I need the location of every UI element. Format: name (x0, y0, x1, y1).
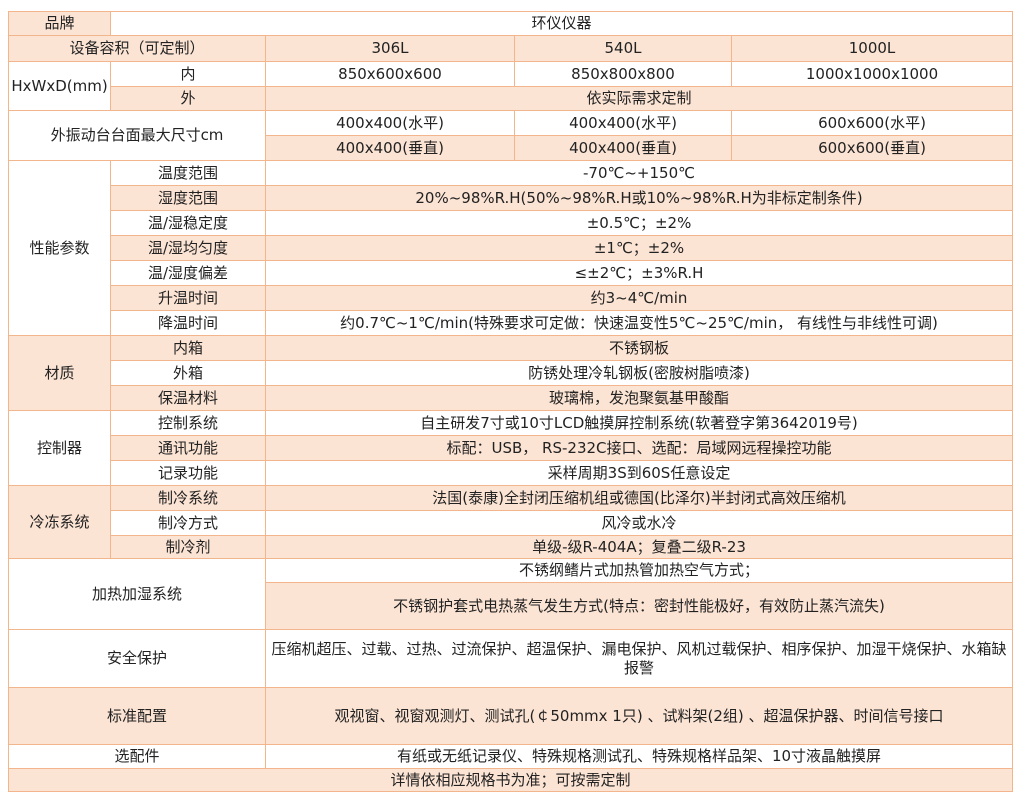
perf-value: 20%~98%R.H(50%~98%R.H或10%~98%R.H为非标定制条件) (264, 185, 1014, 211)
refrig-row-value: 风冷或水冷 (264, 510, 1014, 536)
vib-v-1000: 600x600(垂直) (730, 135, 1014, 161)
vib-h-540: 400x400(水平) (514, 110, 732, 136)
refrigeration-label: 冷冻系统 (8, 485, 111, 559)
standard-label: 标准配置 (8, 687, 266, 745)
perf-label: 湿度范围 (110, 185, 266, 211)
safety-label: 安全保护 (8, 629, 266, 688)
controller-row-label: 控制系统 (110, 410, 266, 436)
spec-table: 品牌 环仪仪器 设备容积（可定制） 306L 540L 1000L HxWxD(… (7, 11, 1014, 792)
controller-label: 控制器 (8, 410, 111, 486)
brand-label: 品牌 (8, 11, 111, 36)
capacity-306: 306L (265, 35, 515, 62)
material-row-value: 玻璃棉，发泡聚氨基甲酸酯 (264, 385, 1014, 411)
controller-row-value: 采样周期3S到60S任意设定 (264, 460, 1014, 486)
perf-value: 约3~4℃/min (264, 285, 1014, 311)
vib-v-306: 400x400(垂直) (265, 135, 515, 161)
refrig-row-label: 制冷系统 (110, 485, 266, 511)
controller-row-label: 记录功能 (110, 460, 266, 486)
perf-label: 温/湿稳定度 (110, 210, 266, 236)
material-row-value: 防锈处理冷轧钢板(密胺树脂喷漆) (264, 360, 1014, 386)
perf-label: 降温时间 (110, 310, 266, 336)
perf-value: 约0.7℃~1℃/min(特殊要求可定做：快速温变性5℃~25℃/min， 有线… (264, 310, 1014, 336)
performance-label: 性能参数 (8, 160, 111, 336)
vib-h-306: 400x400(水平) (265, 110, 515, 136)
controller-row-value: 自主研发7寸或10寸LCD触摸屏控制系统(软著登字第3642019号) (264, 410, 1014, 436)
refrig-row-value: 法国(泰康)全封闭压缩机组或德国(比泽尔)半封闭式高效压缩机 (264, 485, 1014, 511)
heating-label: 加热加湿系统 (8, 558, 266, 630)
inner-label: 内 (110, 61, 266, 87)
perf-value: ±0.5℃；±2% (264, 210, 1014, 236)
perf-value: ±1℃；±2% (264, 235, 1014, 261)
footer-note: 详情依相应规格书为准；可按需定制 (7, 768, 1014, 792)
options-label: 选配件 (8, 744, 266, 769)
refrig-row-value: 单级-级R-404A；复叠二级R-23 (264, 535, 1014, 559)
perf-label: 温/湿均匀度 (110, 235, 266, 261)
perf-label: 温度范围 (110, 160, 266, 186)
options-value: 有纸或无纸记录仪、特殊规格测试孔、特殊规格样品架、10寸液晶触摸屏 (264, 744, 1014, 769)
controller-row-value: 标配：USB， RS-232C接口、选配：局域网远程操控功能 (264, 435, 1014, 461)
capacity-label: 设备容积（可定制） (8, 35, 266, 62)
material-row-label: 保温材料 (110, 385, 266, 411)
brand-value: 环仪仪器 (109, 11, 1014, 36)
standard-value: 观视窗、视窗观测灯、测试孔(￠50mmx 1只) 、试料架(2组) 、超温保护器… (264, 687, 1014, 745)
material-row-label: 外箱 (110, 360, 266, 386)
heating-value: 不锈纲鳍片式加热管加热空气方式； (264, 558, 1014, 583)
perf-label: 升温时间 (110, 285, 266, 311)
perf-value: -70℃~+150℃ (264, 160, 1014, 186)
dimensions-label: HxWxD(mm) (8, 61, 111, 111)
vibration-label: 外振动台台面最大尺寸cm (8, 110, 266, 161)
vib-v-540: 400x400(垂直) (514, 135, 732, 161)
refrig-row-label: 制冷方式 (110, 510, 266, 536)
capacity-1000: 1000L (730, 35, 1014, 62)
outer-value: 依实际需求定制 (264, 86, 1014, 111)
heating-value: 不锈钢护套式电热蒸气发生方式(特点：密封性能极好，有效防止蒸汽流失) (264, 582, 1014, 630)
refrig-row-label: 制冷剂 (110, 535, 266, 559)
perf-label: 温/湿度偏差 (110, 260, 266, 286)
material-label: 材质 (8, 335, 111, 411)
inner-540: 850x800x800 (514, 61, 732, 87)
capacity-540: 540L (514, 35, 732, 62)
inner-1000: 1000x1000x1000 (730, 61, 1014, 87)
material-row-label: 内箱 (110, 335, 266, 361)
controller-row-label: 通讯功能 (110, 435, 266, 461)
outer-label: 外 (110, 86, 266, 111)
perf-value: ≤±2℃；±3%R.H (264, 260, 1014, 286)
inner-306: 850x600x600 (265, 61, 515, 87)
safety-value: 压缩机超压、过载、过热、过流保护、超温保护、漏电保护、风机过载保护、相序保护、加… (264, 629, 1014, 688)
vib-h-1000: 600x600(水平) (730, 110, 1014, 136)
material-row-value: 不锈钢板 (264, 335, 1014, 361)
